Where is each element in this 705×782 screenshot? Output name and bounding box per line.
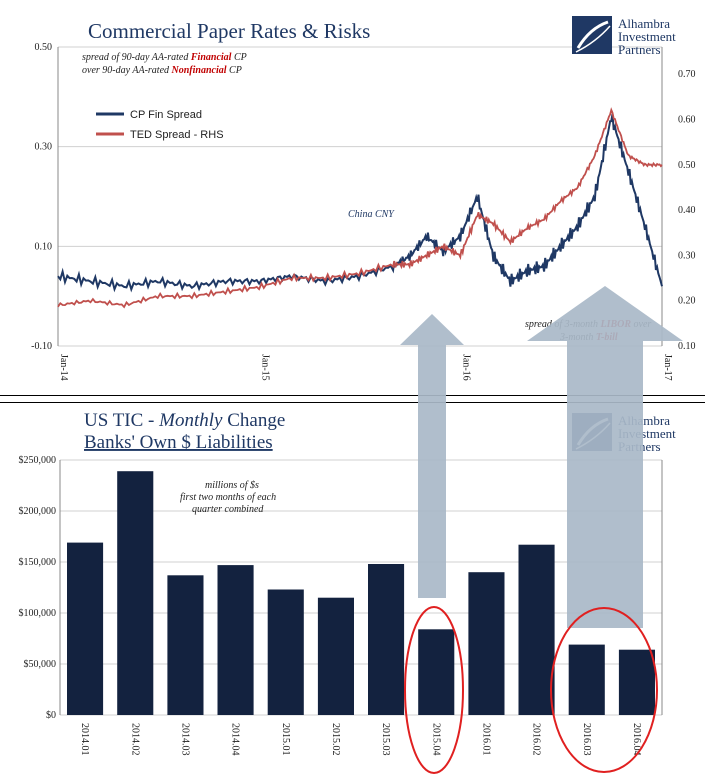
bottom-x-tick-label: 2016.03 bbox=[581, 723, 592, 756]
bottom-y-tick-label: $200,000 bbox=[19, 506, 57, 517]
bottom-x-tick-label: 2014.02 bbox=[129, 723, 140, 756]
top-x-axis-ticks: Jan-14 Jan-15 Jan-16 Jan-17 bbox=[58, 354, 673, 381]
legend-label-cp-fin: CP Fin Spread bbox=[130, 109, 202, 121]
top-x-tick-label: Jan-16 bbox=[461, 354, 472, 381]
bar-2016.01 bbox=[468, 572, 505, 715]
top-right-tick-label: 0.40 bbox=[678, 205, 696, 216]
bar-2014.04 bbox=[217, 565, 254, 715]
logo-text-line1: Alhambra bbox=[618, 16, 670, 31]
bottom-y-tick-label: $0 bbox=[46, 710, 56, 721]
cp-rates-chart: -0.100.100.300.50 0.100.200.300.400.500.… bbox=[31, 16, 696, 381]
tic-bar-chart-panel: $0 $50,000 $100,000 $150,000 $200,000 $250,00… bbox=[0, 402, 705, 782]
bottom-x-tick-label: 2014.03 bbox=[179, 723, 190, 756]
bottom-x-axis-ticks: 2014.01 2014.02 2014.03 2014.04 2015.01 2015.… bbox=[79, 723, 642, 756]
bottom-x-tick-label: 2015.01 bbox=[280, 723, 291, 756]
bar-2016.03 bbox=[568, 644, 605, 715]
alhambra-logo: Alhambra Investment Partners bbox=[572, 16, 676, 57]
top-subtitle-line1: spread of 90-day AA-rated Financial CP bbox=[82, 52, 247, 63]
top-x-tick-label: Jan-15 bbox=[259, 354, 270, 381]
top-right-tick-label: 0.20 bbox=[678, 296, 696, 307]
bottom-note-line3: quarter combined bbox=[192, 504, 264, 515]
bar-2015.03 bbox=[368, 564, 405, 715]
bottom-x-tick-label: 2016.01 bbox=[480, 723, 491, 756]
bottom-x-tick-label: 2015.04 bbox=[430, 723, 441, 756]
bottom-y-tick-label: $100,000 bbox=[19, 608, 57, 619]
bottom-x-tick-label: 2014.01 bbox=[79, 723, 90, 756]
bottom-x-tick-label: 2016.04 bbox=[631, 723, 642, 756]
logo-bottom-text-line3: Partners bbox=[618, 439, 661, 454]
bar-2016.04 bbox=[618, 649, 655, 715]
top-right-tick-label: 0.30 bbox=[678, 250, 696, 261]
bottom-y-axis-ticks: $0 $50,000 $100,000 $150,000 $200,000 $250,00… bbox=[19, 455, 57, 721]
top-chart-title: Commercial Paper Rates & Risks bbox=[88, 19, 370, 43]
top-right-tick-label: 0.50 bbox=[678, 160, 696, 171]
top-left-tick-label: 0.10 bbox=[35, 241, 53, 252]
bottom-bars bbox=[67, 471, 655, 715]
top-legend: CP Fin Spread TED Spread - RHS bbox=[96, 109, 224, 141]
bottom-note-line2: first two months of each bbox=[180, 492, 276, 503]
bar-2016.02 bbox=[518, 544, 555, 715]
china-cny-annotation: China CNY bbox=[348, 209, 395, 220]
bottom-x-tick-label: 2015.02 bbox=[330, 723, 341, 756]
cp-fin-spread-line bbox=[57, 113, 663, 293]
bottom-title-line1: US TIC - Monthly Change bbox=[84, 410, 285, 431]
top-series-lines bbox=[57, 107, 663, 309]
bottom-title-line2: Banks' Own $ Liabilities bbox=[84, 432, 273, 453]
bottom-x-tick-label: 2015.03 bbox=[380, 723, 391, 756]
bar-2015.04 bbox=[418, 629, 455, 715]
bar-2015.02 bbox=[317, 597, 354, 715]
top-x-tick-label: Jan-17 bbox=[662, 354, 673, 381]
alhambra-logo-bottom: Alhambra Investment Partners bbox=[572, 413, 676, 454]
bar-2014.02 bbox=[117, 471, 154, 715]
bar-2015.01 bbox=[267, 589, 304, 715]
top-left-axis-ticks: -0.10 0.10 0.30 0.50 bbox=[31, 42, 52, 352]
libor-annotation-line1: spread of 3-month LIBOR over bbox=[525, 319, 651, 330]
tic-bar-chart: $0 $50,000 $100,000 $150,000 $200,000 $250,00… bbox=[19, 410, 677, 756]
top-subtitle-line2: over 90-day AA-rated Nonfinancial CP bbox=[82, 65, 242, 76]
top-left-tick-label: 0.50 bbox=[35, 42, 53, 53]
logo-text-line3: Partners bbox=[618, 42, 661, 57]
bottom-note-line1: millions of $s bbox=[205, 480, 259, 491]
top-right-tick-label: 0.60 bbox=[678, 114, 696, 125]
bottom-x-tick-label: 2016.02 bbox=[531, 723, 542, 756]
top-x-tick-label: Jan-14 bbox=[58, 354, 69, 381]
bottom-x-tick-label: 2014.04 bbox=[230, 723, 241, 756]
top-right-tick-label: 0.10 bbox=[678, 341, 696, 352]
ted-spread-line bbox=[57, 107, 663, 309]
bar-2014.01 bbox=[67, 542, 104, 715]
top-right-axis-ticks: 0.10 0.20 0.30 0.40 0.50 0.60 0.70 bbox=[678, 69, 696, 352]
top-left-tick-label: 0.30 bbox=[35, 142, 53, 153]
bar-2014.03 bbox=[167, 575, 204, 715]
legend-label-ted: TED Spread - RHS bbox=[130, 129, 224, 141]
cp-rates-chart-panel: -0.10 0.10 0.30 0.50 0.10 0.20 0.30 0.40 0.50 0.… bbox=[0, 16, 705, 396]
bottom-y-tick-label: $50,000 bbox=[24, 659, 57, 670]
logo-text-line2: Investment bbox=[618, 29, 676, 44]
top-right-tick-label: 0.70 bbox=[678, 69, 696, 80]
libor-annotation-line2: 3-month T-bill bbox=[559, 332, 618, 343]
bottom-y-tick-label: $250,000 bbox=[19, 455, 57, 466]
top-left-tick-label: -0.10 bbox=[31, 341, 52, 352]
bottom-y-tick-label: $150,000 bbox=[19, 557, 57, 568]
